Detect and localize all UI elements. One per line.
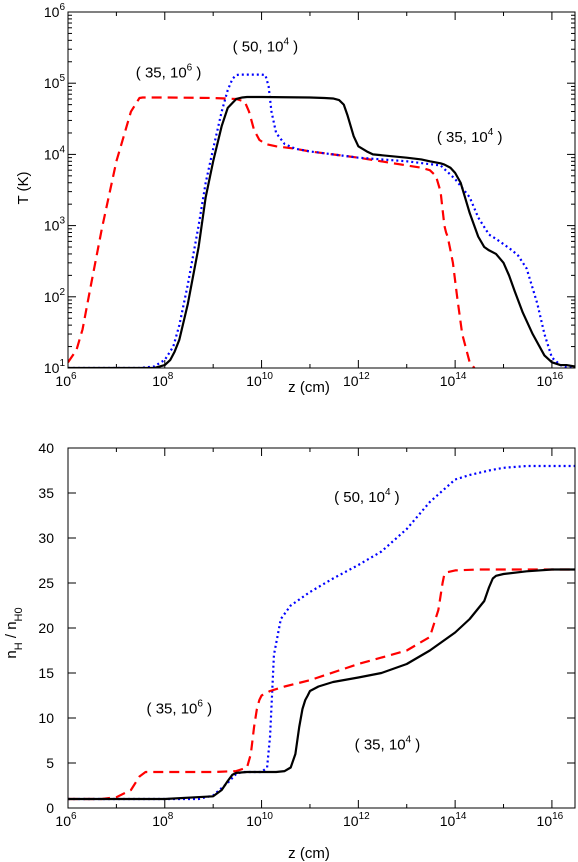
temperature-panel: 106 108 1010 1012 1014 1016101102103104105106… — [15, 2, 576, 396]
temperature-x-axis-label: z (cm) — [288, 379, 330, 396]
temperature-x-tick-label-0: 106 — [55, 371, 77, 389]
density-series-layer — [68, 464, 575, 801]
temperature-tick-labels: 106 108 1010 1012 1014 1016 101 102 103 104 105 106 — [44, 2, 564, 389]
density-y-label-sub1: H — [13, 642, 25, 650]
temperature-y-tick-label-3: 104 — [44, 144, 66, 162]
temperature-y-tick-label-0: 101 — [44, 358, 66, 376]
temperature-series-layer — [68, 73, 575, 368]
density-y-label-n: n — [3, 650, 20, 658]
temperature-plot-frame — [67, 11, 576, 369]
density-x-tick-label-5: 1016 — [537, 811, 564, 829]
temperature-annotation-1: ( 35, 106 ) — [136, 63, 202, 82]
temperature-y-tick-label-2: 103 — [44, 216, 66, 234]
temperature-x-tick-label-3: 1012 — [343, 371, 370, 389]
density-y-tick-label-8: 40 — [38, 440, 54, 456]
density-x-tick-label-3: 1012 — [343, 811, 370, 829]
density-panel: 106 108 1010 1012 1014 1016 0 5 10 15 20 25 30 35 40 z… — [3, 440, 576, 862]
temperature-y-axis-label: T (K) — [15, 171, 32, 204]
density-y-tick-label-1: 5 — [46, 755, 54, 771]
temperature-annotations: ( 50, 104 ) ( 35, 106 ) ( 35, 104 ) — [136, 36, 503, 145]
density-x-tick-label-4: 1014 — [440, 811, 467, 829]
density-series-2 — [68, 568, 575, 801]
temperature-series-0 — [68, 96, 476, 368]
temperature-annotation-2: ( 35, 104 ) — [437, 127, 503, 146]
density-plot-frame — [67, 447, 576, 809]
temperature-y-tick-label-1: 102 — [44, 287, 66, 305]
density-ticks-layer — [67, 447, 575, 809]
density-y-label-sub2: H0 — [13, 607, 25, 621]
temperature-y-tick-label-5: 106 — [44, 2, 66, 20]
density-y-tick-label-0: 0 — [46, 800, 54, 816]
temperature-annotation-0: ( 50, 104 ) — [233, 36, 299, 55]
density-y-tick-label-6: 30 — [38, 530, 54, 546]
temperature-series-2 — [68, 95, 575, 368]
density-annotation-0: ( 50, 104 ) — [334, 487, 400, 506]
temperature-x-tick-label-1: 108 — [152, 371, 174, 389]
temperature-x-tick-label-2: 1010 — [246, 371, 273, 389]
density-series-0 — [68, 464, 575, 801]
density-series-1 — [68, 568, 575, 801]
density-y-axis-label: nH / nH0 — [3, 607, 25, 658]
temperature-y-tick-label-4: 105 — [44, 73, 66, 91]
density-y-tick-label-2: 10 — [38, 710, 54, 726]
density-x-axis-label: z (cm) — [288, 845, 330, 862]
density-annotation-1: ( 35, 106 ) — [147, 699, 213, 718]
density-y-tick-label-3: 15 — [38, 665, 54, 681]
density-y-tick-label-4: 20 — [38, 620, 54, 636]
density-x-tick-label-1: 108 — [152, 811, 174, 829]
density-x-tick-label-2: 1010 — [246, 811, 273, 829]
temperature-ticks-layer — [67, 11, 575, 369]
density-y-label-slash: / n — [3, 621, 20, 642]
density-y-tick-label-7: 35 — [38, 485, 54, 501]
temperature-x-tick-label-5: 1016 — [537, 371, 564, 389]
temperature-x-tick-label-4: 1014 — [440, 371, 467, 389]
density-x-tick-label-0: 106 — [55, 811, 77, 829]
temperature-series-1 — [68, 73, 575, 368]
density-tick-labels: 106 108 1010 1012 1014 1016 0 5 10 15 20 25 30 35 40 — [38, 440, 563, 829]
density-annotation-2: ( 35, 104 ) — [355, 735, 421, 754]
density-y-tick-label-5: 25 — [38, 575, 54, 591]
density-annotations: ( 50, 104 ) ( 35, 106 ) ( 35, 104 ) — [147, 487, 421, 754]
